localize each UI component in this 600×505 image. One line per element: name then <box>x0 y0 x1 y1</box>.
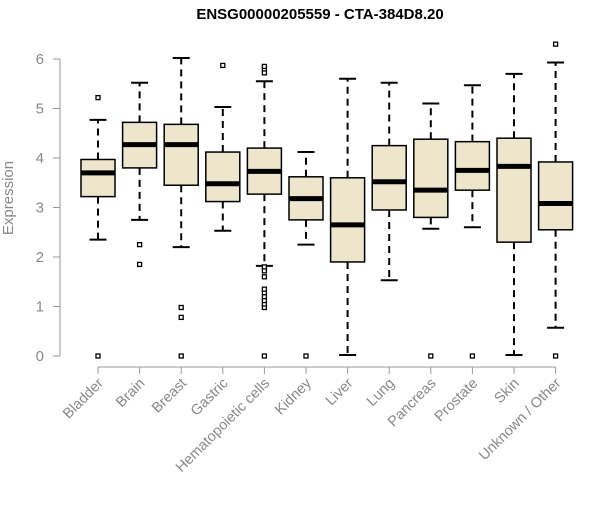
y-tick-label: 5 <box>36 101 44 118</box>
outlier-point <box>261 353 268 359</box>
box <box>413 138 449 219</box>
outlier-point <box>95 353 101 359</box>
x-tick-label: Liver <box>323 375 357 409</box>
y-tick-label: 0 <box>36 348 44 365</box>
outlier-point <box>178 304 184 311</box>
x-tick-label: Kidney <box>272 375 315 418</box>
x-tick-label: Breast <box>149 376 190 417</box>
outlier-point <box>178 314 184 321</box>
outlier-point <box>469 353 476 359</box>
box <box>371 144 407 211</box>
box <box>329 177 366 263</box>
outlier-point <box>428 353 434 359</box>
outlier-point <box>261 63 268 70</box>
outlier-point <box>303 353 309 359</box>
outlier-point <box>220 62 226 69</box>
x-tick-label: Lung <box>364 376 398 410</box>
box <box>80 158 116 198</box>
y-tick-label: 4 <box>36 150 44 167</box>
outlier-point <box>136 241 143 248</box>
outlier-point <box>136 261 143 268</box>
x-tick-label: Prostate <box>432 376 481 425</box>
outlier-point <box>552 353 559 359</box>
y-tick-label: 6 <box>36 51 44 68</box>
x-tick-label: Skin <box>492 376 523 407</box>
y-axis-label: Expression <box>0 161 17 235</box>
outlier-point <box>95 94 101 101</box>
box <box>537 161 574 231</box>
box <box>496 137 532 243</box>
box <box>205 151 241 203</box>
outlier-point <box>261 286 268 292</box>
outlier-point <box>178 353 184 359</box>
outlier-point <box>552 41 559 47</box>
x-tick-label: Bladder <box>60 375 107 422</box>
chart-title: ENSG00000205559 - CTA-384D8.20 <box>196 6 444 23</box>
x-tick-label: Brain <box>113 376 148 411</box>
y-tick-label: 3 <box>36 200 44 217</box>
box <box>163 123 199 186</box>
y-tick-label: 2 <box>36 249 44 266</box>
y-tick-label: 1 <box>36 299 44 316</box>
outlier-point <box>261 264 268 270</box>
outlier-point <box>261 274 268 280</box>
box <box>454 140 491 191</box>
